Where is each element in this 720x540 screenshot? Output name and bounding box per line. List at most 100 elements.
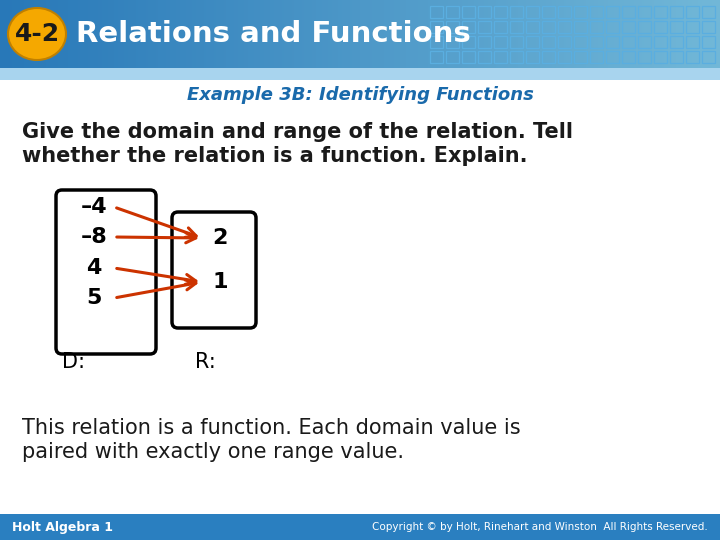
Bar xyxy=(346,0,348,68)
Bar xyxy=(510,6,523,18)
Bar xyxy=(590,6,603,18)
Bar xyxy=(10,0,12,68)
Bar xyxy=(136,0,138,68)
Bar xyxy=(372,0,374,68)
Bar xyxy=(558,6,571,18)
Bar xyxy=(18,0,20,68)
Bar xyxy=(670,0,672,68)
Bar xyxy=(480,0,482,68)
Bar xyxy=(352,0,354,68)
Bar xyxy=(356,0,358,68)
Text: paired with exactly one range value.: paired with exactly one range value. xyxy=(22,442,404,462)
Bar xyxy=(606,6,619,18)
Bar xyxy=(256,0,258,68)
Bar xyxy=(392,0,394,68)
Bar xyxy=(670,21,683,33)
Bar xyxy=(656,0,658,68)
Bar xyxy=(206,0,208,68)
Bar xyxy=(638,51,651,63)
Bar xyxy=(682,0,684,68)
Bar xyxy=(408,0,410,68)
Bar xyxy=(114,0,116,68)
Bar xyxy=(430,0,432,68)
Text: 4: 4 xyxy=(86,258,102,278)
Bar xyxy=(550,0,552,68)
Bar xyxy=(614,0,616,68)
Bar xyxy=(342,0,344,68)
Bar xyxy=(524,0,526,68)
Text: Relations and Functions: Relations and Functions xyxy=(76,20,471,48)
Bar xyxy=(380,0,382,68)
Bar xyxy=(376,0,378,68)
Bar xyxy=(182,0,184,68)
Bar xyxy=(564,0,566,68)
Bar xyxy=(362,0,364,68)
Bar xyxy=(534,0,536,68)
Bar xyxy=(186,0,188,68)
Bar xyxy=(542,36,555,48)
Bar xyxy=(574,21,587,33)
Bar xyxy=(92,0,94,68)
Bar xyxy=(404,0,406,68)
Bar xyxy=(654,0,656,68)
Bar xyxy=(188,0,190,68)
Bar xyxy=(454,0,456,68)
Bar xyxy=(638,0,640,68)
Bar xyxy=(192,0,194,68)
Bar xyxy=(72,0,74,68)
Bar xyxy=(118,0,120,68)
Bar xyxy=(226,0,228,68)
Bar xyxy=(566,0,568,68)
Bar xyxy=(46,0,48,68)
Bar xyxy=(364,0,366,68)
Bar xyxy=(162,0,164,68)
Bar xyxy=(692,0,694,68)
Bar xyxy=(542,21,555,33)
Bar xyxy=(606,21,619,33)
Bar xyxy=(208,0,210,68)
Text: 4-2: 4-2 xyxy=(14,22,60,46)
Bar xyxy=(644,0,646,68)
Bar xyxy=(294,0,296,68)
Bar xyxy=(178,0,180,68)
Text: D:: D: xyxy=(62,352,85,372)
Bar xyxy=(444,0,446,68)
Bar xyxy=(514,0,516,68)
Bar xyxy=(702,51,715,63)
Bar xyxy=(688,0,690,68)
Bar xyxy=(44,0,46,68)
Text: Holt Algebra 1: Holt Algebra 1 xyxy=(12,521,113,534)
Bar xyxy=(224,0,226,68)
Bar xyxy=(600,0,602,68)
Bar xyxy=(504,0,506,68)
Bar xyxy=(350,0,352,68)
Bar xyxy=(250,0,252,68)
Bar xyxy=(438,0,440,68)
Bar xyxy=(638,36,651,48)
Bar xyxy=(702,0,704,68)
Bar xyxy=(670,36,683,48)
Bar xyxy=(414,0,416,68)
Bar xyxy=(580,0,582,68)
Bar xyxy=(214,0,216,68)
Bar xyxy=(714,0,716,68)
Bar xyxy=(58,0,60,68)
Bar xyxy=(430,51,443,63)
Bar xyxy=(302,0,304,68)
Bar xyxy=(242,0,244,68)
Bar xyxy=(468,0,470,68)
Bar xyxy=(708,0,710,68)
Bar xyxy=(612,0,614,68)
Bar xyxy=(462,6,475,18)
Bar xyxy=(252,0,254,68)
Bar xyxy=(458,0,460,68)
Bar xyxy=(604,0,606,68)
Bar xyxy=(456,0,458,68)
Bar xyxy=(306,0,308,68)
Bar xyxy=(22,0,24,68)
Bar xyxy=(702,21,715,33)
Bar xyxy=(142,0,144,68)
Bar xyxy=(622,51,635,63)
Bar xyxy=(556,0,558,68)
Bar xyxy=(94,0,96,68)
